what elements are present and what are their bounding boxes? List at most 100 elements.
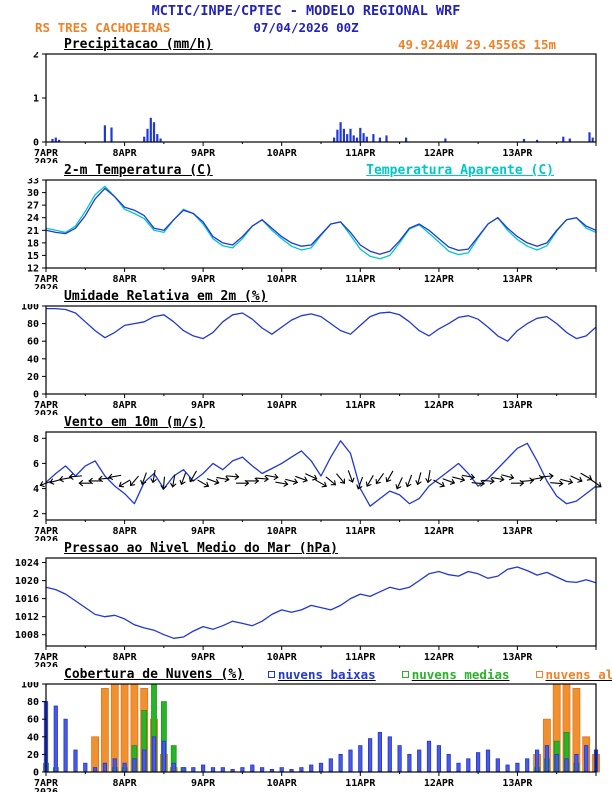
svg-text:100: 100 — [21, 304, 39, 313]
svg-text:12APR: 12APR — [424, 274, 455, 285]
svg-text:60: 60 — [27, 337, 39, 348]
svg-text:8APR: 8APR — [113, 274, 138, 285]
svg-text:9APR: 9APR — [191, 778, 216, 789]
svg-text:24: 24 — [27, 213, 39, 224]
svg-text:10APR: 10APR — [267, 400, 298, 411]
svg-text:7APR: 7APR — [34, 526, 59, 537]
panel-wind-header: Vento em 10m (m/s) — [0, 415, 612, 430]
panel-precipitation-header: Precipitacao (mm/h) 49.9244W 29.4556S 15… — [0, 37, 612, 52]
cloud-cover-chart: 0 20 40 60 80 100 7APR 8APR 9APR 10APR 11APR 12APR 1… — [21, 682, 600, 792]
wind-chart: 2 4 6 8 7APR 8APR 9APR 10APR 11APR 12APR 13APR 2026 — [33, 431, 602, 541]
panel-temperature-header: 2-m Temperatura (C) Temperatura Aparente… — [0, 163, 612, 178]
panel-humidity-header: Umidade Relativa em 2m (%) — [0, 289, 612, 304]
model-title: MCTIC/INPE/CPTEC - MODELO REGIONAL WRF — [151, 3, 461, 19]
header-row-2: RS TRES CACHOEIRAS 07/04/2026 00Z — [0, 20, 612, 36]
svg-text:0: 0 — [33, 138, 39, 149]
svg-text:9APR: 9APR — [191, 526, 216, 537]
svg-text:20: 20 — [27, 750, 39, 761]
panel-title-temperature: 2-m Temperatura (C) — [64, 163, 213, 178]
svg-text:0: 0 — [33, 768, 39, 779]
svg-text:80: 80 — [27, 697, 39, 708]
panel-temperature: 2-m Temperatura (C) Temperatura Aparente… — [0, 163, 612, 289]
svg-text:13APR: 13APR — [502, 526, 533, 537]
svg-text:21: 21 — [27, 226, 39, 237]
svg-text:8APR: 8APR — [113, 148, 138, 159]
panel-wind: Vento em 10m (m/s) 2 4 6 8 7APR 8APR 9APR 10APR… — [0, 415, 612, 541]
panel-title-cloud-cover: Cobertura de Nuvens (%) — [64, 667, 245, 682]
svg-text:2026: 2026 — [34, 283, 58, 289]
svg-text:12APR: 12APR — [424, 400, 455, 411]
svg-text:11APR: 11APR — [345, 778, 376, 789]
precipitation-chart: 0 1 2 7APR 8APR 9APR 10APR 11APR 12APR 13APR 2026 — [33, 52, 597, 163]
svg-text:8APR: 8APR — [113, 526, 138, 537]
legend-label-nuvens-altas: nuvens altas — [545, 667, 612, 682]
svg-text:1020: 1020 — [15, 576, 39, 587]
legend-item-nuvens-baixas: nuvens baixas — [267, 667, 376, 682]
svg-text:40: 40 — [27, 732, 39, 743]
svg-text:13APR: 13APR — [502, 400, 533, 411]
svg-text:10APR: 10APR — [267, 274, 298, 285]
svg-text:9APR: 9APR — [191, 148, 216, 159]
svg-text:11APR: 11APR — [345, 526, 376, 537]
svg-text:60: 60 — [27, 715, 39, 726]
panel-cloud-cover: Cobertura de Nuvens (%) nuvens baixas nu… — [0, 667, 612, 792]
panel-title-precipitation: Precipitacao (mm/h) — [64, 37, 213, 52]
svg-text:0: 0 — [33, 390, 39, 401]
svg-text:8APR: 8APR — [113, 778, 138, 789]
svg-text:8: 8 — [33, 434, 39, 445]
panel-precipitation: Precipitacao (mm/h) 49.9244W 29.4556S 15… — [0, 37, 612, 163]
svg-text:15: 15 — [27, 251, 39, 262]
legend-label-nuvens-medias: nuvens medias — [411, 667, 510, 682]
panel-humidity: Umidade Relativa em 2m (%) 0 20 40 60 80 100 7… — [0, 289, 612, 415]
svg-text:7APR: 7APR — [34, 778, 59, 789]
run-datetime: 07/04/2026 00Z — [253, 20, 359, 35]
svg-text:2026: 2026 — [34, 661, 58, 667]
svg-text:2026: 2026 — [34, 787, 58, 792]
svg-text:33: 33 — [27, 178, 39, 187]
station-coordinates: 49.9244W 29.4556S 15m — [397, 37, 556, 52]
nuvens-altas-swatch — [535, 671, 543, 678]
svg-text:7APR: 7APR — [34, 274, 59, 285]
svg-text:4: 4 — [33, 484, 39, 495]
svg-text:12: 12 — [27, 264, 39, 275]
pressure-chart: 1008 1012 1016 1020 1024 7APR 8APR 9APR 10APR 11A… — [15, 557, 597, 667]
svg-text:10APR: 10APR — [267, 652, 298, 663]
svg-text:8APR: 8APR — [113, 652, 138, 663]
nuvens-baixas-swatch — [267, 671, 275, 678]
svg-text:10APR: 10APR — [267, 526, 298, 537]
svg-text:10APR: 10APR — [267, 148, 298, 159]
svg-text:2026: 2026 — [34, 157, 58, 163]
svg-text:10APR: 10APR — [267, 778, 298, 789]
svg-text:12APR: 12APR — [424, 148, 455, 159]
svg-text:11APR: 11APR — [345, 148, 376, 159]
svg-text:13APR: 13APR — [502, 148, 533, 159]
header: MCTIC/INPE/CPTEC - MODELO REGIONAL WRF R… — [0, 0, 612, 37]
svg-text:1: 1 — [33, 94, 39, 105]
svg-text:7APR: 7APR — [34, 652, 59, 663]
panel-title-pressure: Pressao ao Nivel Medio do Mar (hPa) — [64, 541, 338, 556]
panel-title-humidity: Umidade Relativa em 2m (%) — [64, 289, 268, 304]
svg-text:2026: 2026 — [34, 409, 58, 415]
svg-text:1016: 1016 — [15, 594, 39, 605]
svg-text:7APR: 7APR — [34, 148, 59, 159]
svg-text:11APR: 11APR — [345, 274, 376, 285]
svg-text:13APR: 13APR — [502, 778, 533, 789]
nuvens-medias-swatch — [401, 671, 409, 678]
secondary-title-apparent-temperature: Temperatura Aparente (C) — [366, 163, 554, 178]
svg-text:7APR: 7APR — [34, 400, 59, 411]
svg-text:1012: 1012 — [15, 612, 39, 623]
station-name: RS TRES CACHOEIRAS — [35, 20, 171, 35]
svg-text:9APR: 9APR — [191, 274, 216, 285]
legend-item-nuvens-medias: nuvens medias — [401, 667, 510, 682]
svg-text:9APR: 9APR — [191, 652, 216, 663]
panel-pressure-header: Pressao ao Nivel Medio do Mar (hPa) — [0, 541, 612, 556]
legend-item-nuvens-altas: nuvens altas — [535, 667, 612, 682]
humidity-chart: 0 20 40 60 80 100 7APR 8APR 9APR 10APR 11APR 12APR 1… — [21, 304, 597, 415]
panel-pressure: Pressao ao Nivel Medio do Mar (hPa) 1008… — [0, 541, 612, 667]
svg-text:1024: 1024 — [15, 558, 39, 569]
svg-text:6: 6 — [33, 459, 39, 470]
svg-text:12APR: 12APR — [424, 778, 455, 789]
svg-text:20: 20 — [27, 372, 39, 383]
svg-text:11APR: 11APR — [345, 400, 376, 411]
